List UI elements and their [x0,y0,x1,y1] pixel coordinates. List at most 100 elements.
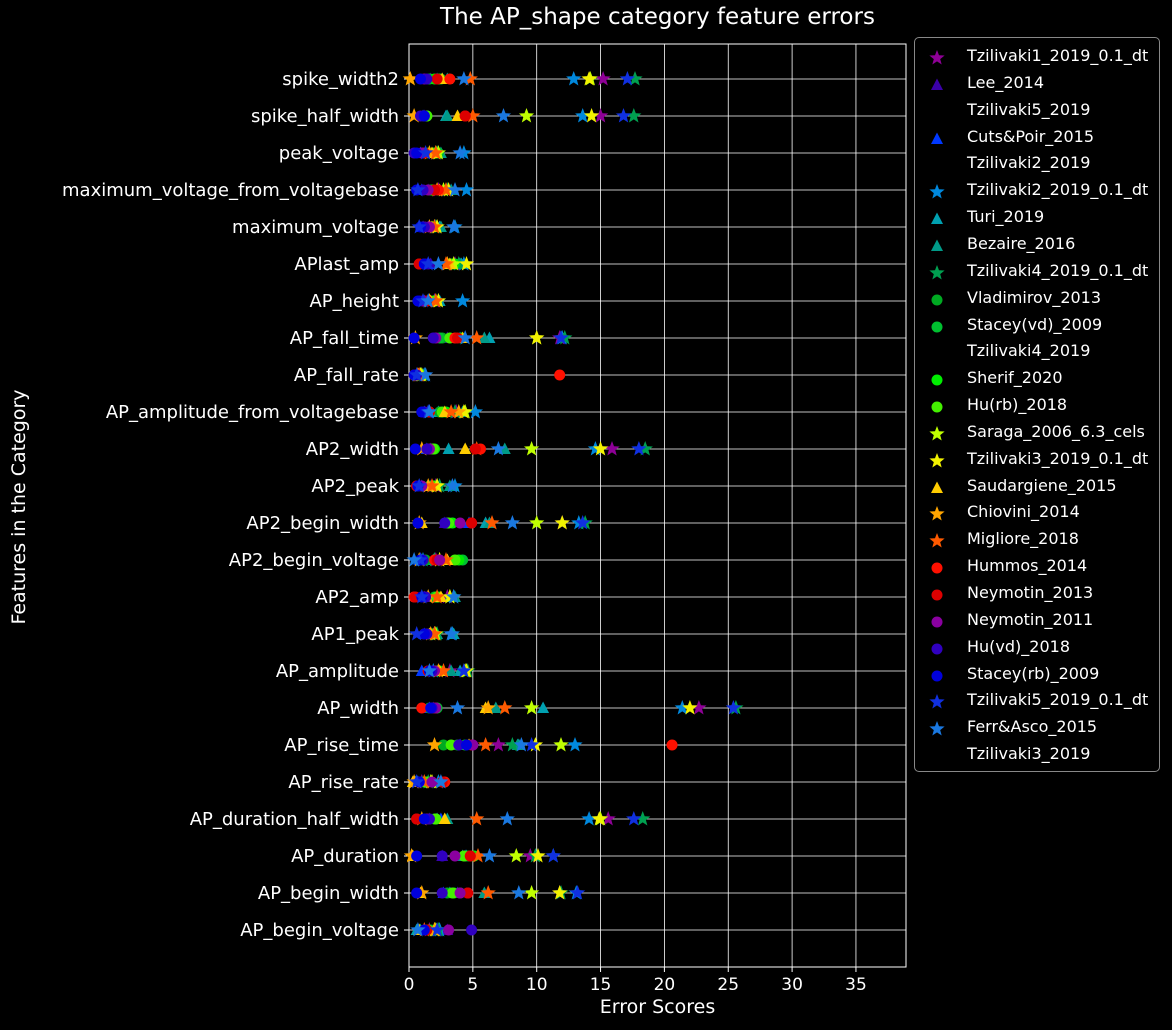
x-axis-label: Error Scores [599,996,716,1018]
data-point [626,108,642,123]
legend-marker-shape [929,452,945,468]
data-point [466,517,478,529]
data-point [635,811,651,826]
x-tick-label: 10 [526,975,548,995]
data-point [406,552,422,567]
legend-item: Saraga_2006_6.3_cels [915,420,1159,446]
legend-marker [927,102,947,122]
legend-label: Neymotin_2011 [967,609,1094,629]
data-point [438,552,454,567]
legend-label: Neymotin_2013 [967,583,1094,602]
data-point [478,331,491,343]
data-point [504,515,520,530]
data-point [409,443,421,455]
y-tick-label: maximum_voltage_from_voltagebase [62,180,399,201]
legend-marker-shape [929,721,945,736]
data-point [421,404,437,419]
legend-marker [929,694,945,709]
legend-item: Saudargiene_2015 [915,474,1159,500]
data-point [682,700,698,715]
legend-marker [931,589,943,601]
data-point [567,737,583,752]
data-point [619,71,635,86]
data-point [626,811,642,826]
data-point [458,256,475,271]
legend-marker [929,425,945,441]
data-point [455,293,471,308]
legend-label: Sherif_2020 [967,368,1063,388]
legend-label: Tzilivaki4_2019 [967,341,1091,361]
legend-item: Tzilivaki3_2019_0.1_dt [915,447,1159,473]
legend-label: Tzilivaki2_2019 [967,153,1091,173]
data-point [508,848,524,863]
legend-marker-shape [929,184,945,199]
legend-marker [929,184,945,199]
data-point [420,293,436,308]
data-point [584,108,600,123]
x-tick-label: 0 [404,975,415,995]
legend-marker-shape [929,533,945,548]
data-point [426,626,443,641]
data-point [469,811,485,826]
legend-marker [931,670,943,682]
y-tick-label: AP2_width [306,439,399,460]
legend-label: Tzilivaki1_2019_0.1_dt [967,46,1149,65]
data-point [456,71,472,86]
data-point [429,589,445,604]
y-tick-label: peak_voltage [279,143,399,164]
legend-marker-shape [931,78,943,90]
legend-label: Cuts&Poir_2015 [967,126,1095,146]
legend-marker-shape [931,481,943,493]
legend-item: Stacey(vd)_2009 [915,313,1159,339]
data-point [408,332,420,344]
data-point [462,71,478,86]
data-point [411,850,423,862]
legend-marker [927,746,947,766]
legend-item: Tzilivaki5_2019 [915,98,1159,124]
legend-label: Hu(rb)_2018 [967,395,1068,415]
data-point [444,73,456,85]
legend-label: Hu(vd)_2018 [967,636,1070,656]
data-point [420,256,436,271]
data-point [595,71,611,86]
data-point [462,887,474,899]
legend-label: Migliore_2018 [967,529,1079,549]
data-point [480,885,496,900]
legend-item: Tzilivaki5_2019_0.1_dt [915,688,1159,714]
data-point [674,700,690,715]
legend-marker [931,212,943,225]
data-point [427,332,439,344]
legend-marker-shape [931,239,943,251]
legend-item: Hu(rb)_2018 [915,393,1159,419]
legend-item: Ferr&Asco_2015 [915,715,1159,741]
legend-label: Bezaire_2016 [967,233,1076,253]
legend-item: Tzilivaki1_2019_0.1_dt [915,44,1159,70]
data-point [431,73,443,85]
x-tick-label: 30 [781,975,803,995]
data-point [418,628,430,640]
data-point [436,850,448,862]
data-point [481,848,498,863]
data-point [433,774,449,789]
legend-item: Hu(vd)_2018 [915,635,1159,661]
data-point [495,108,512,123]
data-point [467,404,483,419]
data-point [566,71,582,86]
legend-marker [929,721,945,736]
data-point [411,887,423,899]
data-point [441,109,454,121]
data-point [553,737,569,752]
data-point [445,739,457,751]
data-point [445,664,458,676]
data-point [443,626,459,641]
legend-label: Ferr&Asco_2015 [967,717,1098,737]
data-point [447,182,463,197]
data-point [511,885,527,900]
data-point [592,108,609,123]
data-point [411,478,427,493]
legend-marker [929,264,945,280]
data-point [444,478,460,493]
data-point [554,369,566,381]
legend-item: Chiovini_2014 [915,500,1159,526]
legend-marker [931,401,943,413]
